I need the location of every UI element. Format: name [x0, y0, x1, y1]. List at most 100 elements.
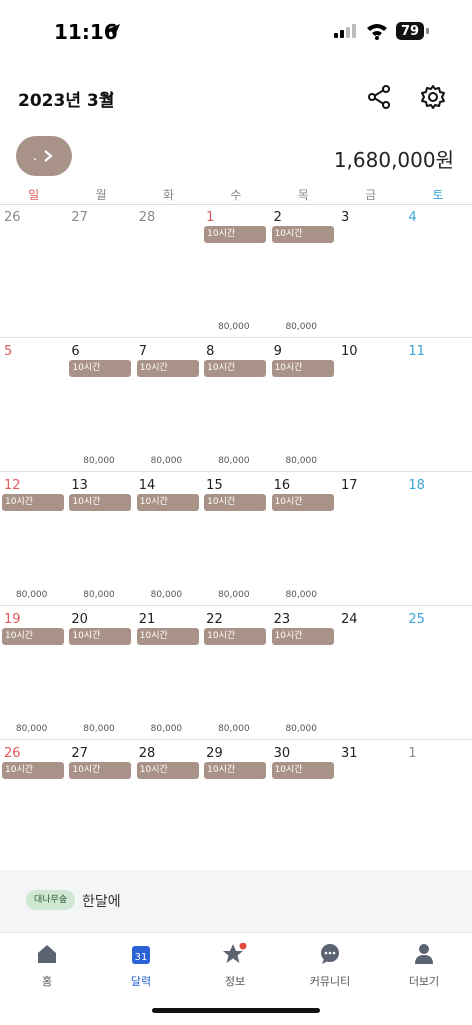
calendar-day-cell[interactable]: 25	[404, 606, 471, 739]
calendar-icon: 31	[132, 946, 150, 964]
calendar-day-cell[interactable]: 1 10시간 80,000	[202, 204, 269, 337]
calendar-day-cell[interactable]: 6 10시간 80,000	[67, 338, 134, 471]
day-number: 15	[206, 478, 223, 493]
gear-icon[interactable]	[420, 84, 446, 110]
calendar-day-cell[interactable]: 15 10시간 80,000	[202, 472, 269, 605]
weekday-label: 금	[365, 188, 377, 202]
footer-strip	[0, 870, 472, 932]
tab-more[interactable]: 더보기	[377, 943, 471, 989]
day-wage-amount: 80,000	[218, 724, 250, 734]
calendar-day-cell[interactable]: 11	[404, 338, 471, 471]
day-number: 9	[273, 344, 282, 359]
calendar-day-cell[interactable]: 27	[67, 204, 134, 337]
calendar-day-cell[interactable]: 1	[404, 740, 471, 873]
day-wage-amount: 80,000	[150, 590, 183, 600]
day-number: 21	[138, 612, 156, 627]
work-hours-chip[interactable]: 10시간	[271, 226, 334, 243]
work-hours-chip[interactable]: 10시간	[136, 494, 199, 511]
day-number: 25	[408, 612, 425, 627]
board-post-title[interactable]: 한달에	[82, 894, 121, 910]
calendar-day-cell[interactable]: 12 10시간 80,000	[0, 472, 67, 605]
weekday-label: 화	[162, 188, 174, 202]
tab-calendar[interactable]: 31 달력	[94, 943, 188, 989]
calendar-week-row: 12 10시간 80,000 13 10시간 80,000 14 10시간 80,000 15 10…	[0, 472, 472, 606]
home-icon	[38, 945, 56, 963]
calendar-day-cell[interactable]: 16 10시간 80,000	[270, 472, 337, 605]
work-hours-chip[interactable]: 10시간	[2, 494, 64, 511]
tab-home[interactable]: 홈	[0, 943, 94, 989]
calendar-day-cell[interactable]: 22 10시간 80,000	[202, 606, 269, 739]
calendar-day-cell[interactable]: 19 10시간 80,000	[0, 606, 67, 739]
day-wage-amount: 80,000	[285, 322, 317, 332]
calendar-icon-badge: 31	[135, 952, 148, 963]
work-hours-chip[interactable]: 10시간	[69, 360, 132, 377]
calendar-day-cell[interactable]: 2 10시간 80,000	[270, 204, 337, 337]
calendar-day-cell[interactable]: 4	[404, 204, 471, 337]
work-hours-chip[interactable]: 10시간	[271, 360, 334, 377]
calendar-day-cell[interactable]: 3	[337, 204, 404, 337]
weekday-label: 목	[297, 188, 309, 202]
calendar-day-cell[interactable]: 14 10시간 80,000	[135, 472, 202, 605]
weekday-label: 수	[230, 188, 242, 202]
day-wage-amount: 80,000	[218, 456, 250, 466]
calendar-day-cell[interactable]: 20 10시간 80,000	[67, 606, 134, 739]
work-hours-chip[interactable]: 10시간	[69, 494, 132, 511]
work-hours-chip[interactable]: 10시간	[136, 360, 199, 377]
work-hours-chip[interactable]: 10시간	[69, 762, 132, 779]
month-title[interactable]: 2023년 3월	[18, 91, 115, 111]
day-number: 6	[71, 344, 80, 359]
day-number: 12	[4, 478, 21, 493]
day-wage-amount: 80,000	[150, 724, 183, 734]
work-hours-chip[interactable]: 10시간	[271, 762, 334, 779]
work-hours-chip[interactable]: 10시간	[204, 628, 267, 645]
day-number: 24	[340, 612, 358, 627]
day-wage-amount: 80,000	[285, 724, 317, 734]
tab-community[interactable]: 커뮤니티	[283, 943, 377, 989]
calendar-day-cell[interactable]: 9 10시간 80,000	[270, 338, 337, 471]
tab-info[interactable]: 정보	[188, 942, 282, 989]
calendar-day-cell[interactable]: 18	[404, 472, 471, 605]
day-number: 4	[408, 210, 417, 225]
calendar-day-cell[interactable]: 23 10시간 80,000	[270, 606, 337, 739]
day-wage-amount: 80,000	[83, 590, 115, 600]
signal-icon	[334, 24, 356, 38]
calendar-day-cell[interactable]: 17	[337, 472, 404, 605]
day-number: 14	[138, 478, 156, 493]
calendar-day-cell[interactable]: 10	[337, 338, 404, 471]
work-hours-chip[interactable]: 10시간	[271, 628, 334, 645]
work-hours-chip[interactable]: 10시간	[136, 628, 199, 645]
calendar-day-cell[interactable]: 8 10시간 80,000	[202, 338, 269, 471]
tab-label: 커뮤니티	[309, 975, 351, 988]
work-hours-chip[interactable]: 10시간	[2, 628, 64, 645]
work-hours-chip[interactable]: 10시간	[204, 762, 267, 779]
day-wage-amount: 80,000	[285, 590, 317, 600]
day-number: 3	[340, 210, 350, 225]
calendar-day-cell[interactable]: 21 10시간 80,000	[135, 606, 202, 739]
day-number: 2	[273, 210, 282, 225]
work-hours-chip[interactable]: 10시간	[2, 762, 64, 779]
day-wage-amount: 80,000	[218, 322, 250, 332]
calendar-day-cell[interactable]: 31	[337, 740, 404, 873]
tab-label: 정보	[224, 975, 246, 988]
calendar-day-cell[interactable]: 7 10시간 80,000	[135, 338, 202, 471]
person-icon	[415, 944, 433, 964]
work-hours-chip[interactable]: 10시간	[204, 494, 267, 511]
calendar-day-cell[interactable]: 13 10시간 80,000	[67, 472, 134, 605]
share-icon[interactable]	[366, 84, 392, 110]
board-tag[interactable]: 대나무숲	[26, 890, 76, 910]
calendar-day-cell[interactable]: 5	[0, 338, 67, 471]
calendar-day-cell[interactable]: 24	[337, 606, 404, 739]
day-number: 28	[138, 210, 156, 225]
calendar-day-cell[interactable]: 28	[135, 204, 202, 337]
work-hours-chip[interactable]: 10시간	[136, 762, 199, 779]
work-hours-chip[interactable]: 10시간	[204, 360, 267, 377]
weekday-label: 월	[95, 188, 107, 202]
next-month-button[interactable]: .	[16, 136, 72, 176]
calendar-week-row: 5 6 10시간 80,000 7 10시간 80,000 8 10시간 80,000 9 10시간 8…	[0, 338, 472, 472]
calendar-day-cell[interactable]: 26	[0, 204, 67, 337]
work-hours-chip[interactable]: 10시간	[204, 226, 267, 243]
work-hours-chip[interactable]: 10시간	[69, 628, 132, 645]
work-hours-chip[interactable]: 10시간	[271, 494, 334, 511]
day-number: 7	[138, 344, 148, 359]
chevron-down-icon[interactable]	[100, 88, 116, 104]
